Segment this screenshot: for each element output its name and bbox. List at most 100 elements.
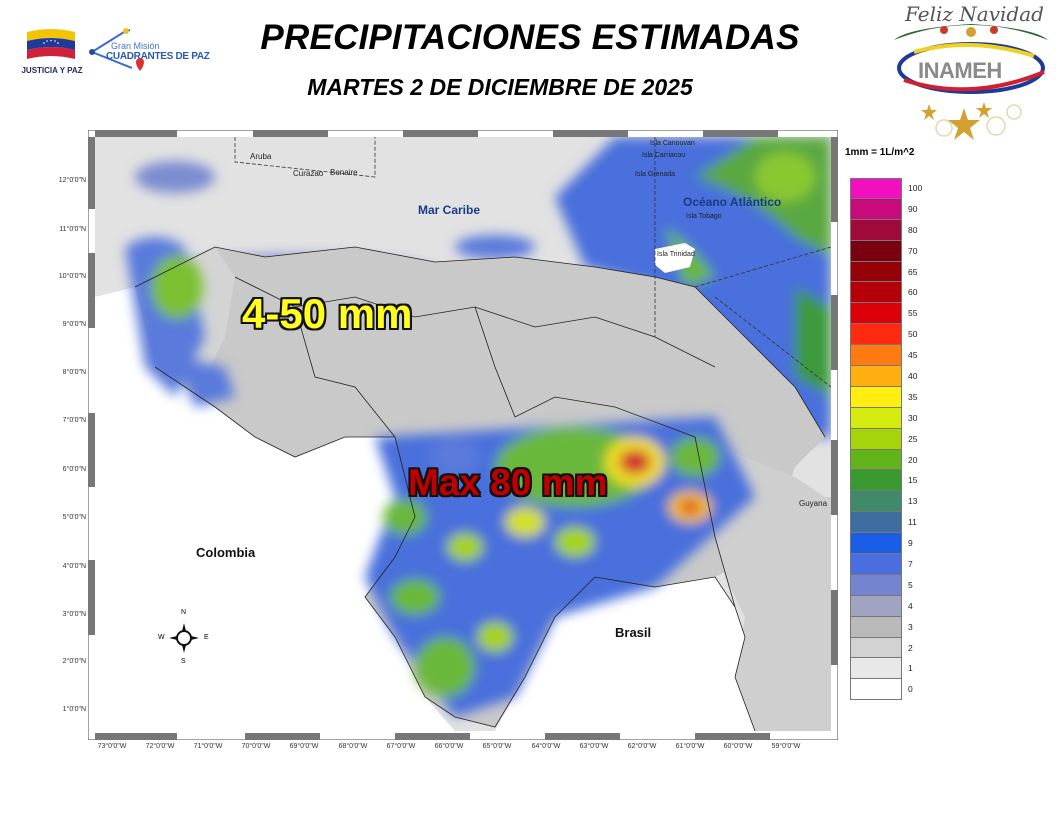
precipitation-legend (850, 178, 902, 701)
justicia-y-paz-caption: JUSTICIA Y PAZ (21, 66, 83, 75)
lat-label: 5°0'0"N (62, 514, 86, 521)
lon-label: 73°0'0"W (97, 743, 127, 750)
legend-swatch (850, 386, 902, 408)
lon-label: 66°0'0"W (434, 743, 464, 750)
label-brasil: Brasil (615, 625, 652, 640)
lat-label: 10°0'0"N (58, 273, 86, 280)
legend-swatch (850, 366, 902, 387)
legend-label: 25 (908, 433, 918, 444)
label-aruba: Aruba (250, 152, 272, 161)
lat-label: 8°0'0"N (62, 369, 86, 376)
legend-label: 65 (908, 266, 918, 277)
legend-swatch (850, 261, 902, 283)
legend-swatch (850, 282, 902, 304)
legend-swatch (850, 178, 902, 199)
label-oceano-atlantico: Océano Atlántico (683, 195, 782, 209)
lat-label: 2°0'0"N (62, 658, 86, 665)
gran-mision-small-text: Gran Misión (111, 41, 160, 51)
legend-swatch (850, 303, 902, 325)
compass-s: S (181, 658, 186, 665)
label-bonaire: Bonaire (330, 168, 358, 177)
legend-swatch (850, 595, 902, 617)
legend-swatch (850, 574, 902, 596)
lat-label: 12°0'0"N (58, 177, 86, 184)
lat-label: 4°0'0"N (62, 563, 86, 570)
legend-label: 90 (908, 203, 918, 214)
legend-swatch (850, 554, 902, 575)
legend-swatch (850, 679, 902, 701)
legend-swatch (850, 449, 902, 471)
page-title: PRECIPITACIONES ESTIMADAS (260, 18, 800, 57)
precipitation-map (95, 137, 831, 731)
inameh-text: INAMEH (918, 58, 1002, 83)
legend-swatch (850, 470, 902, 492)
legend-label: 45 (908, 350, 918, 361)
legend-label: 1 (908, 663, 913, 674)
lon-label: 68°0'0"W (338, 743, 368, 750)
label-colombia: Colombia (196, 545, 256, 560)
lon-label: 70°0'0"W (241, 743, 271, 750)
legend-swatch (850, 345, 902, 367)
max-annotation: Max 80 mm (408, 462, 608, 503)
legend-label: 20 (908, 454, 918, 465)
lon-label: 64°0'0"W (531, 743, 561, 750)
label-curazao: Curazao (293, 169, 324, 178)
legend-label: 5 (908, 579, 913, 590)
gran-mision-big-text: CUADRANTES DE PAZ (106, 51, 210, 62)
compass-e: E (204, 634, 209, 641)
legend-label: 0 (908, 684, 913, 695)
legend-swatch (850, 512, 902, 534)
legend-swatch (850, 533, 902, 555)
legend-label: 40 (908, 371, 918, 382)
lat-label: 9°0'0"N (62, 321, 86, 328)
legend-label: 30 (908, 412, 918, 423)
label-guyana: Guyana (799, 499, 828, 508)
legend-label: 60 (908, 287, 918, 298)
lon-label: 69°0'0"W (289, 743, 319, 750)
lon-label: 61°0'0"W (675, 743, 705, 750)
inameh-christmas-logo (894, 24, 1048, 140)
precipitation-map-graphic (95, 137, 831, 731)
legend-label: 7 (908, 559, 913, 570)
lat-label: 6°0'0"N (62, 466, 86, 473)
lon-label: 65°0'0"W (482, 743, 512, 750)
feliz-navidad-text: Feliz Navidad (905, 2, 1044, 26)
lon-label: 62°0'0"W (627, 743, 657, 750)
lon-label: 72°0'0"W (145, 743, 175, 750)
legend-swatch (850, 407, 902, 429)
gran-mision-logo (89, 28, 144, 71)
legend-swatch (850, 491, 902, 513)
lon-label: 71°0'0"W (193, 743, 223, 750)
legend-swatch (850, 198, 902, 220)
lat-label: 11°0'0"N (59, 226, 86, 233)
legend-swatch (850, 219, 902, 241)
label-isla-carriacou: Isla Carriacou (642, 152, 686, 159)
compass-n: N (181, 609, 187, 616)
range-annotation: 4-50 mm (242, 290, 413, 337)
label-isla-grenada: Isla Grenada (635, 171, 676, 178)
label-mar-caribe: Mar Caribe (418, 203, 481, 217)
lon-label: 59°0'0"W (771, 743, 801, 750)
legend-swatch (850, 324, 902, 346)
legend-swatch (850, 428, 902, 450)
legend-label: 9 (908, 538, 913, 549)
page-date: MARTES 2 DE DICIEMBRE DE 2025 (307, 74, 693, 100)
label-isla-canouvan: Isla Canouvan (650, 140, 695, 147)
legend-label: 2 (908, 642, 913, 653)
legend-label: 70 (908, 245, 918, 256)
legend-swatch (850, 240, 902, 262)
lat-label: 7°0'0"N (62, 417, 86, 424)
lat-label: 3°0'0"N (62, 611, 86, 618)
legend-swatch (850, 658, 902, 680)
lon-label: 60°0'0"W (723, 743, 753, 750)
legend-label: 100 (908, 183, 923, 193)
lon-label: 63°0'0"W (579, 743, 609, 750)
legend-label: 35 (908, 391, 918, 402)
legend-swatch (850, 616, 902, 638)
legend-label: 55 (908, 308, 918, 319)
legend-label: 3 (908, 621, 913, 632)
legend-label: 13 (908, 496, 918, 507)
precipitation-legend-labels: 100 90 80 70 65 60 55 50 45 40 35 30 25 20 15 13 11 9 7 5 4 3… (908, 178, 922, 700)
legend-label: 80 (908, 224, 918, 235)
compass-w: W (158, 634, 165, 641)
